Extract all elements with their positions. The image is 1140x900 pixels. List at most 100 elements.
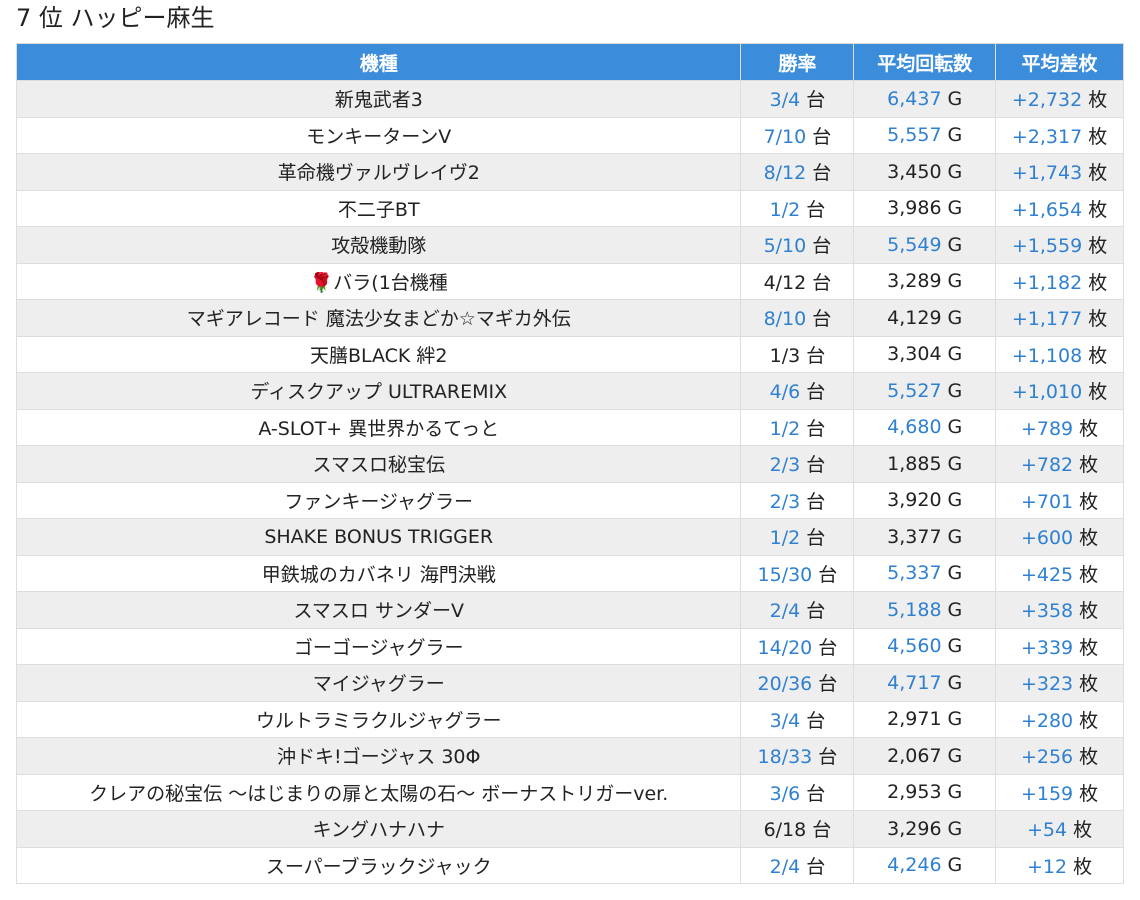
- column-header: 勝率: [740, 43, 855, 81]
- model-cell: クレアの秘宝伝 〜はじまりの扉と太陽の石〜 ボーナストリガーver.: [15, 773, 742, 811]
- win-value: 20/36: [757, 673, 813, 696]
- win-cell: 6/18 台: [740, 810, 855, 848]
- games-value: 4,680: [887, 416, 942, 439]
- games-cell: 5,557 G: [853, 116, 997, 154]
- model-cell: 沖ドキ!ゴージャス 30Φ: [15, 737, 742, 775]
- win-value: 2/3: [769, 454, 801, 477]
- model-cell: スマスロ サンダーV: [15, 591, 742, 629]
- diff-cell: +2,317 枚: [995, 116, 1124, 154]
- games-cell: 4,246 G: [853, 846, 997, 884]
- model-cell: A-SLOT+ 異世界かるてっと: [15, 408, 742, 446]
- unit: G: [947, 233, 963, 256]
- unit: 台: [806, 198, 826, 221]
- diff-value: +1,182: [1011, 271, 1083, 294]
- win-cell: 2/4 台: [740, 846, 855, 884]
- diff-cell: +2,732 枚: [995, 80, 1124, 118]
- model-cell: 🌹バラ(1台機種: [15, 262, 742, 300]
- win-cell: 8/10 台: [740, 299, 855, 337]
- diff-value: +54: [1026, 819, 1068, 842]
- games-value: 2,953: [887, 781, 942, 804]
- unit: 台: [818, 746, 838, 769]
- games-value: 4,560: [887, 635, 942, 658]
- unit: 枚: [1088, 271, 1108, 294]
- diff-value: +425: [1020, 563, 1074, 586]
- unit: 枚: [1079, 563, 1099, 586]
- table-row: 革命機ヴァルヴレイヴ2 8/12 台 3,450 G +1,743 枚: [15, 153, 1124, 191]
- diff-value: +1,108: [1011, 344, 1083, 367]
- win-value: 14/20: [757, 636, 813, 659]
- win-cell: 3/6 台: [740, 773, 855, 811]
- games-value: 3,450: [887, 160, 942, 183]
- diff-value: +1,654: [1011, 198, 1083, 221]
- win-value: 1/2: [769, 417, 801, 440]
- unit: 枚: [1079, 527, 1099, 550]
- unit: 台: [812, 125, 832, 148]
- unit: G: [947, 452, 963, 475]
- games-value: 5,557: [887, 124, 942, 147]
- win-value: 2/3: [769, 490, 801, 513]
- win-cell: 2/4 台: [740, 591, 855, 629]
- diff-value: +1,559: [1011, 235, 1083, 258]
- games-value: 3,289: [887, 270, 942, 293]
- unit: G: [947, 598, 963, 621]
- diff-cell: +1,108 枚: [995, 335, 1124, 373]
- games-value: 4,246: [887, 854, 942, 877]
- win-value: 3/4: [769, 709, 801, 732]
- unit: G: [947, 744, 963, 767]
- table-row: クレアの秘宝伝 〜はじまりの扉と太陽の石〜 ボーナストリガーver. 3/6 台 2,…: [15, 773, 1124, 811]
- unit: 台: [812, 308, 832, 331]
- model-cell: キングハナハナ: [15, 810, 742, 848]
- unit: G: [947, 379, 963, 402]
- page-title: 7 位 ハッピー麻生: [16, 4, 215, 32]
- diff-value: +2,732: [1011, 89, 1083, 112]
- model-cell: ファンキージャグラー: [15, 481, 742, 519]
- unit: G: [947, 87, 963, 110]
- model-cell: ゴーゴージャグラー: [15, 627, 742, 665]
- unit: G: [947, 708, 963, 731]
- unit: 枚: [1079, 782, 1099, 805]
- table-row: A-SLOT+ 異世界かるてっと 1/2 台 4,680 G +789 枚: [15, 408, 1124, 446]
- win-cell: 14/20 台: [740, 627, 855, 665]
- diff-value: +701: [1020, 490, 1074, 513]
- diff-cell: +54 枚: [995, 810, 1124, 848]
- unit: 台: [812, 235, 832, 258]
- unit: 枚: [1088, 89, 1108, 112]
- games-cell: 4,717 G: [853, 664, 997, 702]
- model-cell: モンキーターンV: [15, 116, 742, 154]
- model-cell: 新鬼武者3: [15, 80, 742, 118]
- table-row: キングハナハナ 6/18 台 3,296 G +54 枚: [15, 810, 1124, 848]
- win-cell: 1/2 台: [740, 189, 855, 227]
- table-body: 新鬼武者3 3/4 台 6,437 G +2,732 枚モンキーターンV 7/10 台 5,557…: [15, 80, 1124, 884]
- games-cell: 2,971 G: [853, 700, 997, 738]
- win-value: 2/4: [769, 855, 801, 878]
- unit: 台: [806, 782, 826, 805]
- model-cell: マギアレコード 魔法少女まどか☆マギカ外伝: [15, 299, 742, 337]
- table-row: ゴーゴージャグラー 14/20 台 4,560 G +339 枚: [15, 627, 1124, 665]
- diff-cell: +256 枚: [995, 737, 1124, 775]
- diff-cell: +782 枚: [995, 445, 1124, 483]
- diff-cell: +1,559 枚: [995, 226, 1124, 264]
- unit: 台: [806, 600, 826, 623]
- model-cell: SHAKE BONUS TRIGGER: [15, 518, 742, 556]
- table-row: ウルトラミラクルジャグラー 3/4 台 2,971 G +280 枚: [15, 700, 1124, 738]
- unit: 台: [806, 381, 826, 404]
- unit: 枚: [1088, 125, 1108, 148]
- unit: 枚: [1088, 344, 1108, 367]
- unit: 台: [806, 709, 826, 732]
- games-value: 3,377: [887, 525, 942, 548]
- unit: 台: [812, 162, 832, 185]
- diff-cell: +1,010 枚: [995, 372, 1124, 410]
- games-value: 3,296: [887, 817, 942, 840]
- games-value: 3,920: [887, 489, 942, 512]
- games-value: 6,437: [887, 87, 942, 110]
- table-row: 沖ドキ!ゴージャス 30Φ 18/33 台 2,067 G +256 枚: [15, 737, 1124, 775]
- games-cell: 6,437 G: [853, 80, 997, 118]
- win-cell: 3/4 台: [740, 700, 855, 738]
- unit: 枚: [1073, 855, 1093, 878]
- unit: G: [947, 562, 963, 585]
- diff-cell: +323 枚: [995, 664, 1124, 702]
- diff-value: +1,743: [1011, 162, 1083, 185]
- games-value: 3,304: [887, 343, 942, 366]
- diff-value: +323: [1020, 673, 1074, 696]
